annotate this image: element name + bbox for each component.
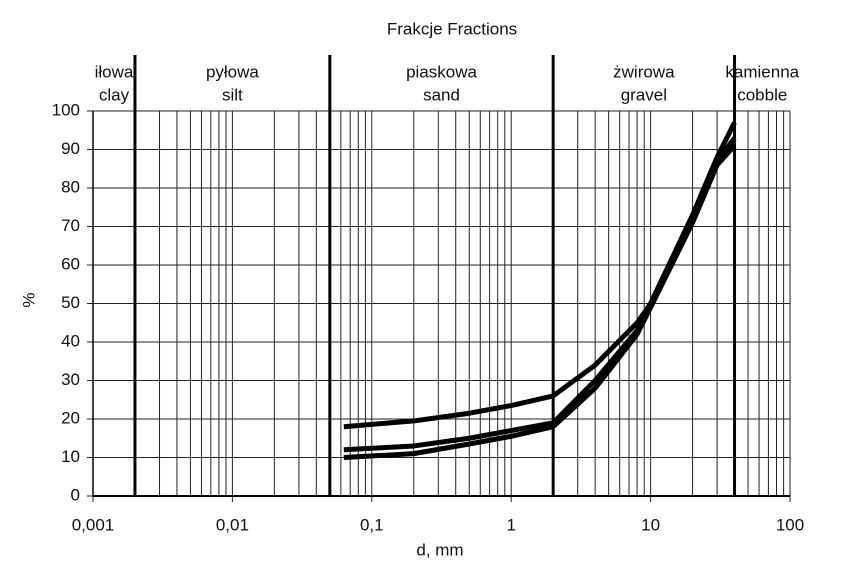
curve	[343, 121, 737, 430]
y-tick-label: 40	[61, 331, 80, 350]
y-tick-label: 60	[61, 254, 80, 273]
fraction-label-en: silt	[222, 85, 243, 104]
x-tick-label: 10	[641, 515, 660, 534]
fraction-label-en: clay	[99, 85, 130, 104]
fraction-label: piaskowa	[406, 62, 477, 81]
fraction-label-en: sand	[423, 85, 460, 104]
fraction-label: kamienna	[725, 62, 799, 81]
fraction-label: iłowa	[95, 62, 134, 81]
x-tick-label: 100	[776, 515, 804, 534]
y-tick-label: 50	[61, 293, 80, 312]
y-axis-label: %	[19, 292, 38, 307]
x-tick-label: 0,001	[72, 515, 115, 534]
x-tick-label: 0,01	[216, 515, 249, 534]
curve	[343, 136, 737, 453]
curve	[343, 143, 737, 460]
y-tick-label: 80	[61, 177, 80, 196]
y-tick-label: 70	[61, 216, 80, 235]
x-axis-label: d, mm	[416, 540, 463, 559]
fraction-label-en: gravel	[621, 85, 667, 104]
fraction-label: żwirowa	[613, 62, 675, 81]
fraction-label-en: cobble	[737, 85, 787, 104]
y-tick-label: 100	[52, 100, 80, 119]
y-tick-label: 20	[61, 408, 80, 427]
fraction-label: pyłowa	[206, 62, 259, 81]
x-tick-label: 0,1	[360, 515, 384, 534]
y-tick-label: 30	[61, 370, 80, 389]
chart-title: Frakcje Fractions	[387, 19, 517, 38]
y-tick-label: 0	[71, 485, 80, 504]
y-tick-label: 10	[61, 447, 80, 466]
y-tick-label: 90	[61, 139, 80, 158]
x-tick-label: 1	[506, 515, 515, 534]
